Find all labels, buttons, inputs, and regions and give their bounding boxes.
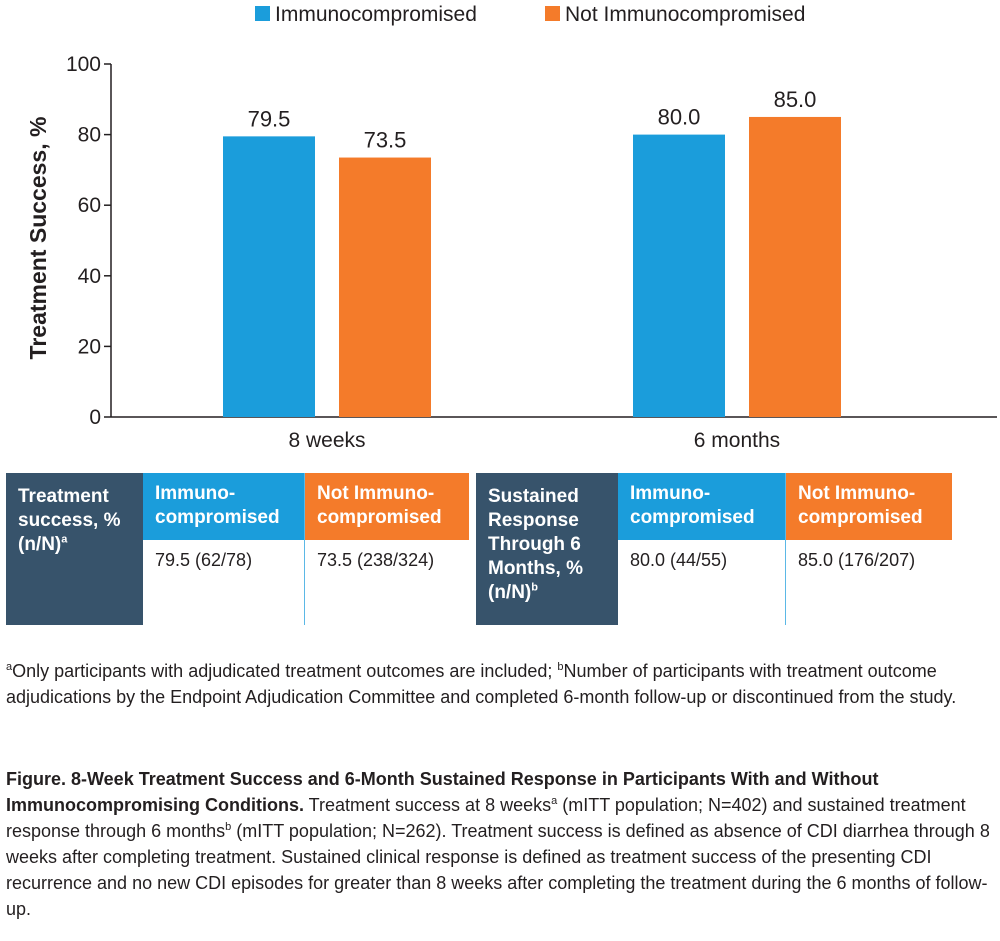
results-table-6-months: Sustained Response Through 6 Months, % (…: [476, 473, 952, 625]
legend-swatch-not-immunocompromised: [545, 6, 560, 21]
footnote-marker: a: [61, 533, 68, 546]
footnote-marker-b: b: [557, 661, 564, 673]
figure-caption: Figure. 8-Week Treatment Success and 6-M…: [6, 766, 998, 922]
y-tick-label: 100: [66, 53, 101, 76]
results-table-8-weeks: Treatment success, % (n/N)a Immuno-compr…: [6, 473, 469, 625]
x-tick-labels: 8 weeks 6 months: [288, 429, 780, 452]
caption-sup-a: a: [551, 795, 558, 807]
column-header-immunocompromised: Immuno-compromised: [143, 473, 304, 540]
column-header-not-immunocompromised: Not Immuno-compromised: [305, 473, 469, 540]
legend-swatch-immunocompromised: [255, 6, 270, 21]
footnotes: aOnly participants with adjudicated trea…: [6, 658, 996, 710]
caption-text: (mITT population; N=262). Treatment succ…: [6, 821, 990, 919]
bars: 79.5 73.5 80.0 85.0: [223, 87, 841, 418]
bar-chart: Immunocompromised Not Immunocompromised …: [25, 3, 997, 452]
footnote-marker: b: [531, 581, 538, 594]
y-tick-label: 20: [78, 335, 101, 358]
data-label: 73.5: [364, 128, 407, 153]
caption-text: (mITT population; N=402) and sustained t…: [6, 795, 966, 841]
data-label: 79.5: [248, 106, 291, 131]
data-label: 85.0: [774, 87, 817, 112]
y-axis-title: Treatment Success, %: [25, 117, 51, 360]
column-header-not-immunocompromised: Not Immuno-compromised: [786, 473, 952, 540]
column-immunocompromised: Immuno-compromised 80.0 (44/55): [618, 473, 786, 625]
column-immunocompromised: Immuno-compromised 79.5 (62/78): [143, 473, 305, 625]
legend-label-immunocompromised: Immunocompromised: [275, 3, 477, 26]
cell-value: 85.0 (176/207): [798, 550, 916, 570]
caption-title: Figure. 8-Week Treatment Success and 6-M…: [6, 769, 879, 815]
column-not-immunocompromised: Not Immuno-compromised 73.5 (238/324): [305, 473, 469, 625]
row-header-text: Sustained Response Through 6 Months, % (…: [488, 486, 583, 603]
bar-immunocompromised-8-weeks: [223, 136, 315, 418]
y-tick-label: 0: [89, 406, 101, 429]
caption-text: Treatment success at 8 weeks: [304, 795, 552, 815]
column-not-immunocompromised: Not Immuno-compromised 85.0 (176/207): [786, 473, 952, 625]
data-label: 80.0: [658, 105, 701, 130]
row-header-text: Treatment success, % (n/N): [18, 486, 121, 555]
cell-value: 80.0 (44/55): [630, 550, 728, 570]
y-ticks: 0 20 40 60 80 100: [66, 53, 111, 429]
y-tick-label: 40: [78, 265, 101, 288]
bar-not-immunocompromised-6-months: [749, 116, 841, 417]
footnote-a-text: Only participants with adjudicated treat…: [12, 661, 558, 681]
bar-immunocompromised-6-months: [633, 134, 725, 417]
cell-value: 73.5 (238/324): [317, 550, 435, 570]
y-tick-label: 60: [78, 194, 101, 217]
caption-sup-b: b: [225, 821, 232, 833]
row-header-treatment-success: Treatment success, % (n/N)a: [6, 473, 143, 625]
row-header-sustained-response: Sustained Response Through 6 Months, % (…: [476, 473, 618, 625]
x-tick-label: 8 weeks: [288, 429, 365, 452]
legend-label-not-immunocompromised: Not Immunocompromised: [565, 3, 805, 26]
footnote-b-text: Number of participants with treatment ou…: [6, 661, 957, 707]
footnote-marker-a: a: [6, 661, 13, 673]
cell-value: 79.5 (62/78): [155, 550, 253, 570]
y-tick-label: 80: [78, 124, 101, 147]
x-tick-label: 6 months: [694, 429, 780, 452]
bar-not-immunocompromised-8-weeks: [339, 157, 431, 418]
column-header-immunocompromised: Immuno-compromised: [618, 473, 785, 540]
